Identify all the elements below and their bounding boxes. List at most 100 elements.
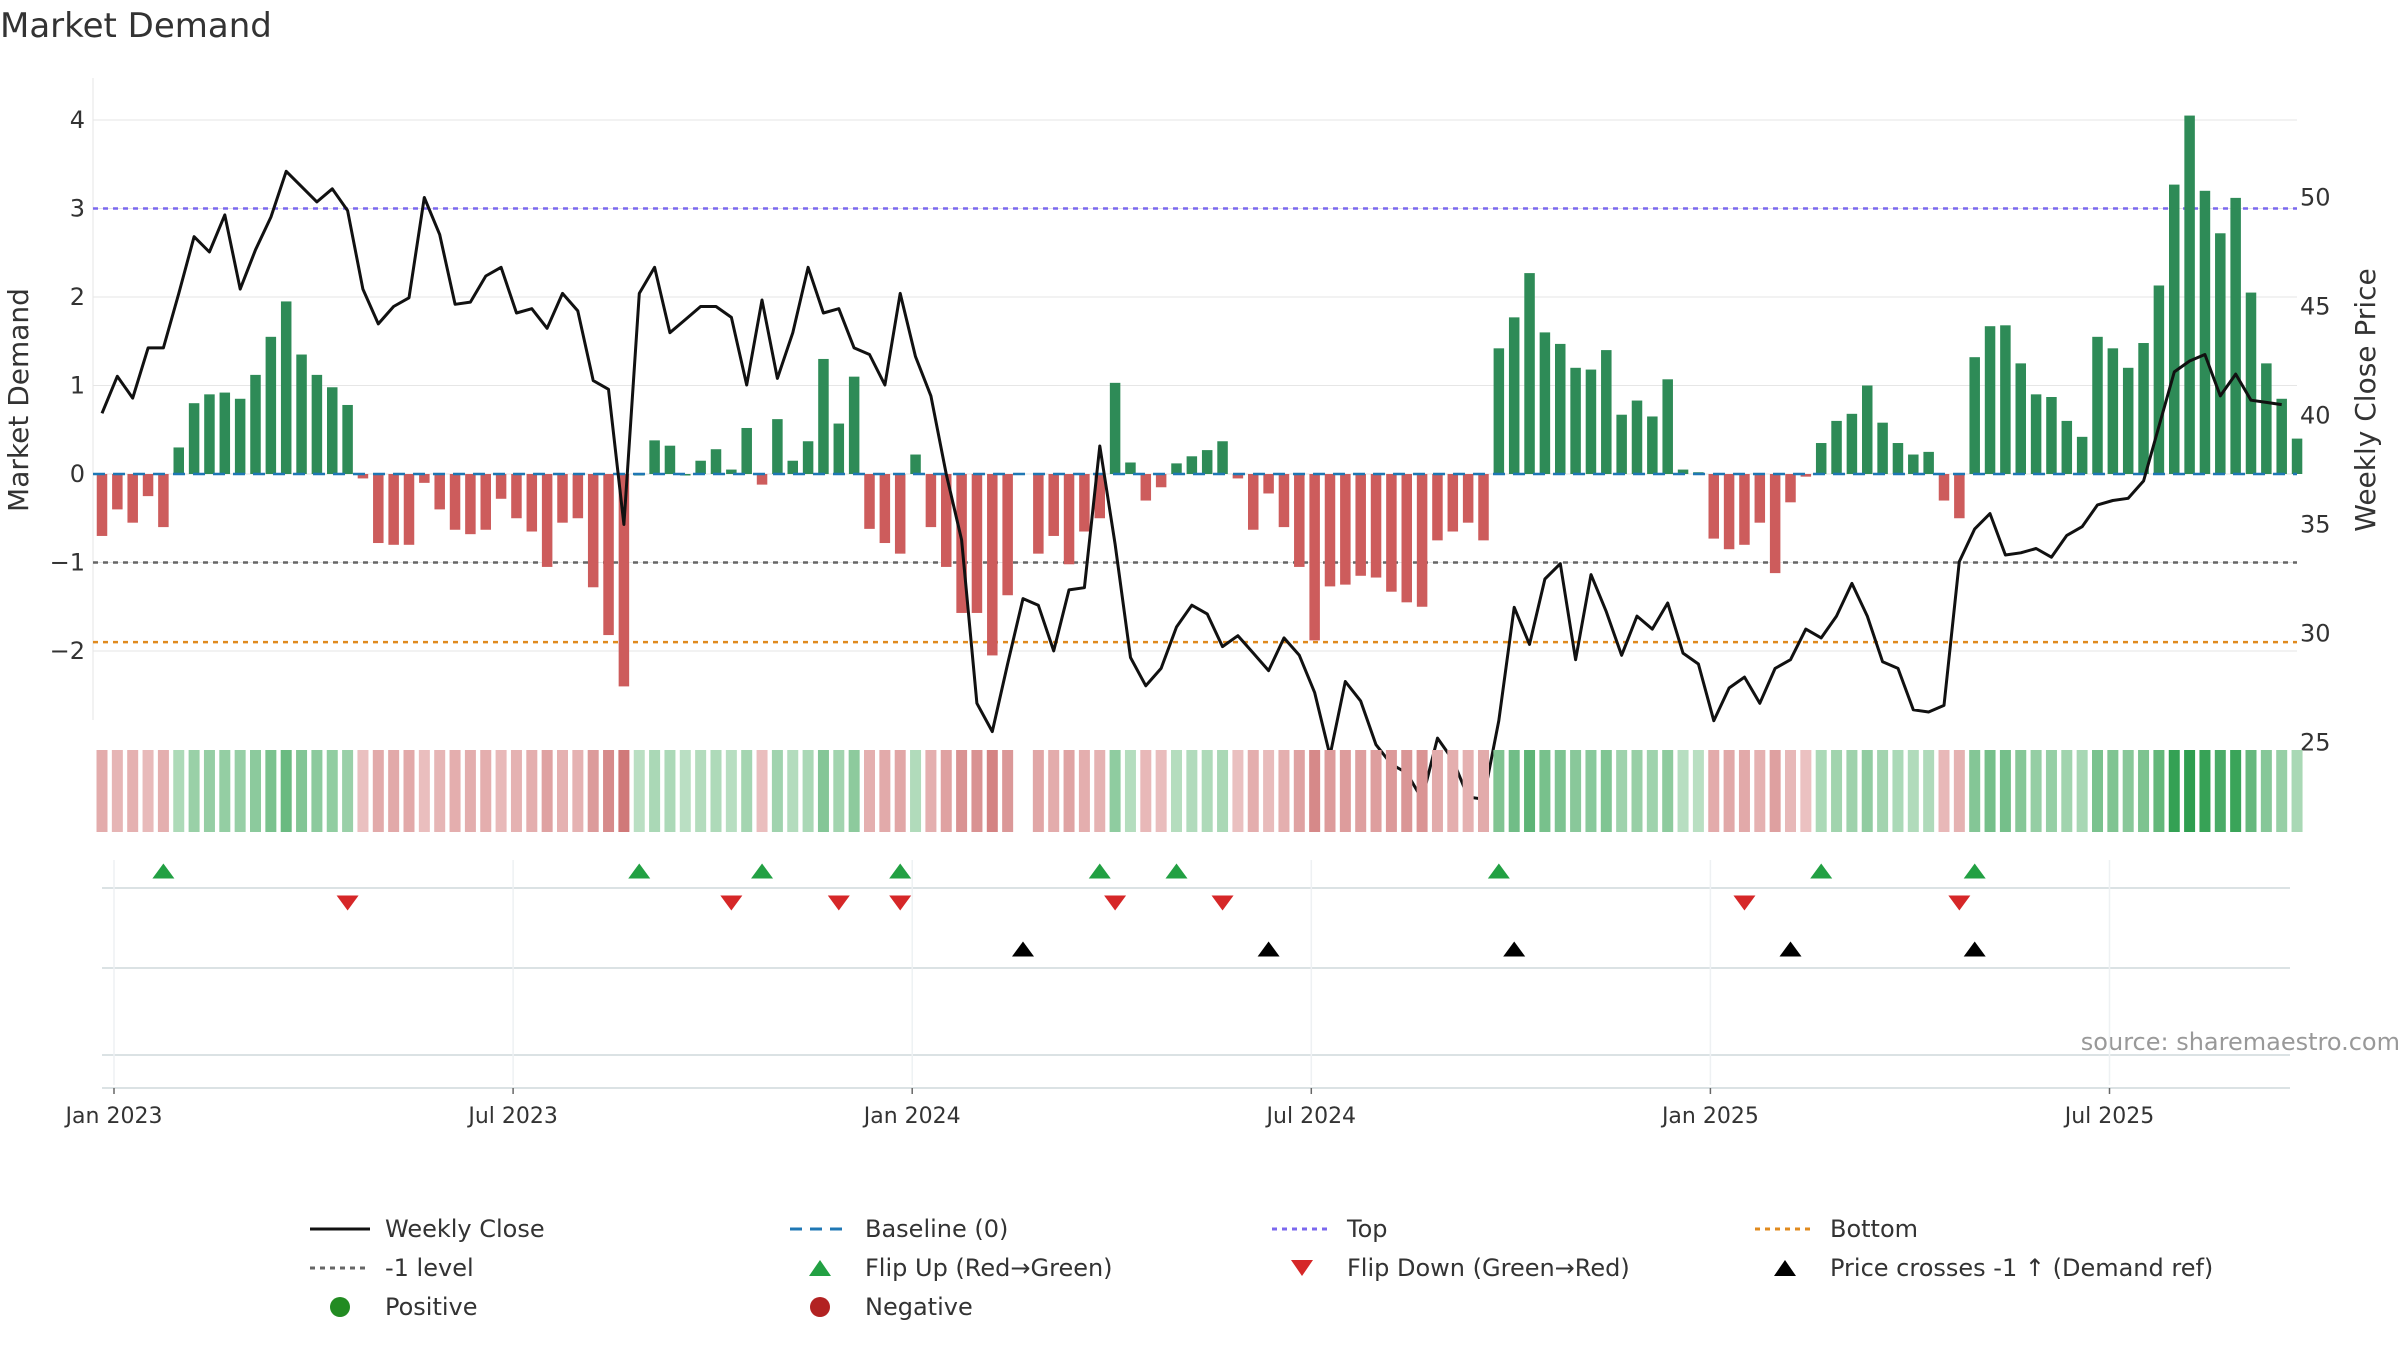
demand-bar [2184,115,2195,474]
flip-up-marker [751,863,774,879]
strip-cell [618,750,630,832]
strip-cell [1232,750,1244,832]
strip-cell [1140,750,1152,832]
strip-cell [1063,750,1075,832]
x-tick-label: Jul 2025 [2063,1104,2155,1129]
strip-cell [664,750,676,832]
demand-bar [1140,474,1152,501]
strip-cell [771,750,783,832]
demand-bar [1125,462,1136,474]
strip-cell [464,750,476,832]
strip-cell [725,750,737,832]
strip-cell [1861,750,1873,832]
strip-cell [296,750,308,832]
legend-symbol-negative [810,1297,830,1317]
demand-bar [449,474,461,530]
demand-bar [925,474,937,528]
flip-down-marker [1104,895,1127,911]
x-tick-label: Jul 2023 [466,1104,558,1129]
strip-cell [173,750,185,832]
demand-bar [587,474,599,588]
strip-cell [1339,750,1351,832]
strip-cell [1892,750,1904,832]
legend-label: Positive [385,1293,478,1321]
demand-bar [1248,474,1259,530]
y-axis-label-left: Market Demand [2,288,35,512]
demand-bar [342,404,353,474]
strip-cell [1738,750,1750,832]
strip-cell [1478,750,1489,832]
flip-down-marker [889,895,912,911]
demand-bar [1662,379,1673,474]
strip-cell [495,750,507,832]
strip-cell [510,750,522,832]
price-cross-marker [1963,941,1986,957]
left-y-tick-labels: 4 3 2 1 0 −1 −2 [50,106,85,665]
demand-bar [1969,357,1980,474]
y-tick-left: 0 [70,460,85,488]
demand-bar [1877,422,1888,474]
reference-levels [93,207,2297,644]
strip-cell [1785,750,1796,832]
strip-cell [1278,750,1290,832]
strip-cell [203,750,215,832]
strip-cell [910,750,922,832]
y-tick-right: 30 [2300,620,2331,648]
strip-cell [2153,750,2165,832]
strip-cell [1831,750,1843,832]
demand-bar [1386,474,1397,592]
strip-cell [449,750,461,832]
strip-cell [1815,750,1827,832]
demand-bar [864,474,875,529]
flip-up-marker [1810,863,1833,879]
demand-bar [1708,474,1719,539]
strip-cell [127,750,139,832]
strip-cell [1401,750,1413,832]
strip-cell [1002,750,1014,832]
strip-cell [1708,750,1720,832]
demand-bar [664,445,676,474]
demand-bar [2000,325,2011,474]
strip-cell [1554,750,1566,832]
strip-cell [633,750,645,832]
strip-cell [1585,750,1597,832]
demand-bar [2015,363,2026,474]
legend-label: Bottom [1830,1215,1918,1243]
demand-bar [265,336,277,474]
legend-label: Negative [865,1293,973,1321]
strip-cell [695,750,707,832]
strip-cell [2214,750,2226,832]
demand-bar [2122,367,2134,474]
strip-cell [480,750,492,832]
demand-bar [1601,350,1612,474]
strip-cell [956,750,968,832]
demand-bar [1355,474,1366,576]
strip-cell [1124,750,1136,832]
demand-bar [848,376,860,474]
strip-cell [2260,750,2272,832]
demand-bar [756,474,768,485]
strip-cell [2138,750,2150,832]
demand-bar [1462,474,1474,523]
weekly-close-path [100,169,2282,801]
demand-bar [618,474,630,687]
strip-cell [2107,750,2119,832]
strip-cell [372,750,384,832]
strip-cell [96,750,108,832]
strip-cell [1662,750,1674,832]
strip-cell [1263,750,1275,832]
strip-cell [971,750,983,832]
strip-cell [986,750,998,832]
demand-bar [2061,420,2073,474]
demand-bar [1217,441,1228,474]
strip-cell [2122,750,2134,832]
strip-cell [1462,750,1474,832]
legend: Weekly Close Baseline (0) Top Bottom -1 leve… [310,1215,2213,1321]
demand-bar [1570,367,1581,474]
demand-bar [833,423,845,474]
flip-down-marker [336,895,359,911]
demand-bar [2153,285,2165,474]
price-cross-marker [1012,941,1034,957]
demand-bar [2107,348,2119,474]
strip-cell [1646,750,1658,832]
